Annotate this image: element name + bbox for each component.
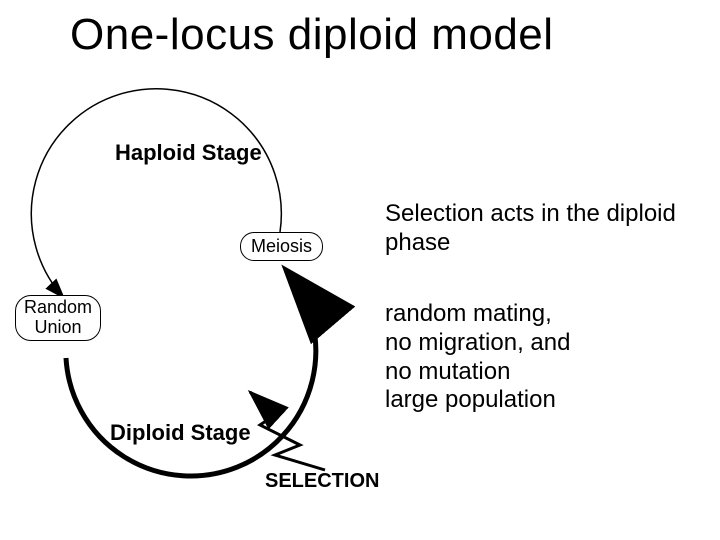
assumption-4: large population xyxy=(385,386,556,413)
assumption-2: no migration, and xyxy=(385,329,570,356)
random-union-label-2: Union xyxy=(35,317,82,337)
selection-label: SELECTION xyxy=(265,470,379,493)
paragraph-1-text: Selection acts in the diploid phase xyxy=(385,200,676,256)
assumption-1: random mating, xyxy=(385,300,552,327)
diploid-stage-label: Diploid Stage xyxy=(110,420,251,446)
random-union-node: Random Union xyxy=(15,295,101,341)
cycle-diagram xyxy=(0,0,720,540)
haploid-stage-label: Haploid Stage xyxy=(115,140,262,166)
meiosis-label: Meiosis xyxy=(251,236,312,256)
meiosis-node: Meiosis xyxy=(240,232,323,261)
random-union-label-1: Random xyxy=(24,297,92,317)
slide-stage: One-locus diploid model Haploid Stage Me… xyxy=(0,0,720,540)
assumption-3: no mutation xyxy=(385,358,510,385)
paragraph-assumptions: random mating, no migration, and no muta… xyxy=(385,300,695,415)
haploid-arc xyxy=(31,89,281,298)
paragraph-selection-acts: Selection acts in the diploid phase xyxy=(385,200,695,258)
